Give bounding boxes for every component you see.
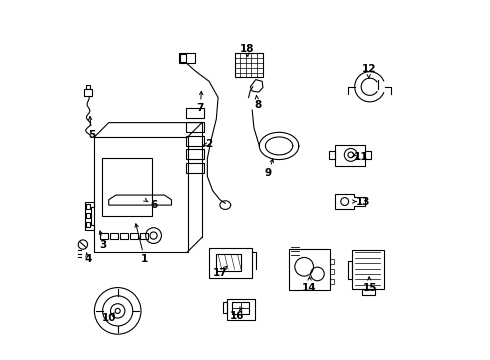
Bar [130,233,138,239]
Bar [95,137,188,252]
Bar [223,302,227,313]
Bar [86,222,90,226]
Text: 8: 8 [254,100,261,110]
Bar [186,149,204,159]
Bar [365,150,370,159]
Bar [110,233,118,239]
Bar [335,145,365,166]
Text: 5: 5 [88,130,96,140]
Text: 2: 2 [205,139,213,149]
Bar [289,249,330,291]
Text: 11: 11 [354,152,369,162]
Bar [180,54,186,62]
Text: 6: 6 [150,200,157,210]
Text: 9: 9 [265,168,272,178]
Text: 14: 14 [302,283,317,293]
Text: 18: 18 [240,44,254,54]
Bar [100,233,108,239]
Bar [86,213,90,218]
Bar [330,269,334,274]
Bar [216,253,242,271]
Bar [348,261,352,279]
Bar [86,85,91,89]
Bar [235,53,263,77]
Bar [209,248,252,278]
Bar [140,233,148,239]
Bar [232,302,248,314]
Bar [351,250,384,289]
Text: 10: 10 [102,313,117,323]
Bar [186,108,204,118]
Bar [330,258,334,264]
Text: 16: 16 [229,311,244,321]
Bar [330,279,334,284]
Bar [362,289,375,296]
Text: 7: 7 [196,103,204,113]
Bar [227,299,255,320]
Text: 15: 15 [363,283,377,293]
Bar [101,158,152,216]
Bar [179,53,195,63]
Bar [186,163,204,173]
Text: 3: 3 [100,239,107,249]
Bar [329,150,335,159]
Bar [86,204,90,209]
Text: 13: 13 [355,197,370,207]
Text: 4: 4 [84,254,92,264]
Bar [186,135,204,145]
Text: 12: 12 [362,64,376,74]
Bar [84,89,92,96]
Text: 17: 17 [213,268,227,278]
Text: 1: 1 [141,254,148,264]
Bar [120,233,128,239]
Bar [186,122,204,132]
